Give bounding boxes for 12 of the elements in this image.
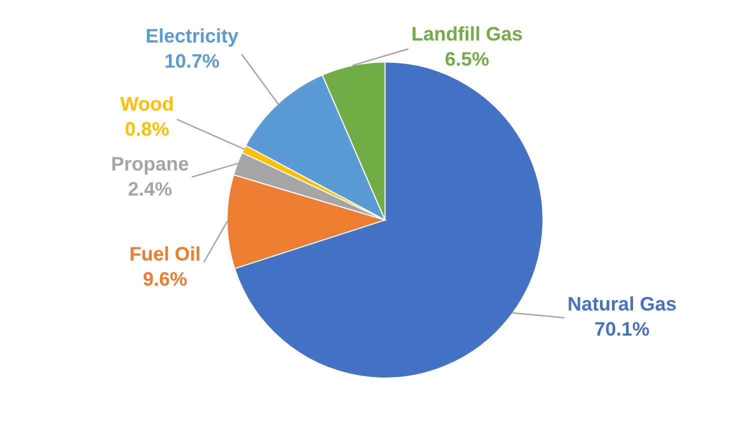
data-label: 10.7%	[166, 54, 220, 68]
slice-label: Propane	[112, 157, 188, 174]
slice-label: Landfill Gas	[412, 26, 522, 41]
data-label: 0.8%	[126, 122, 169, 136]
data-label: 9.6%	[144, 272, 187, 286]
slice-label: Electricity	[146, 28, 238, 46]
slice-label: Wood	[120, 96, 173, 111]
data-label: 70.1%	[595, 322, 650, 336]
data-label: 2.4%	[128, 182, 172, 196]
data-label: 6.5%	[446, 52, 489, 66]
slice-label: Natural Gas	[568, 296, 676, 311]
slice-label: Fuel Oil	[130, 246, 200, 261]
